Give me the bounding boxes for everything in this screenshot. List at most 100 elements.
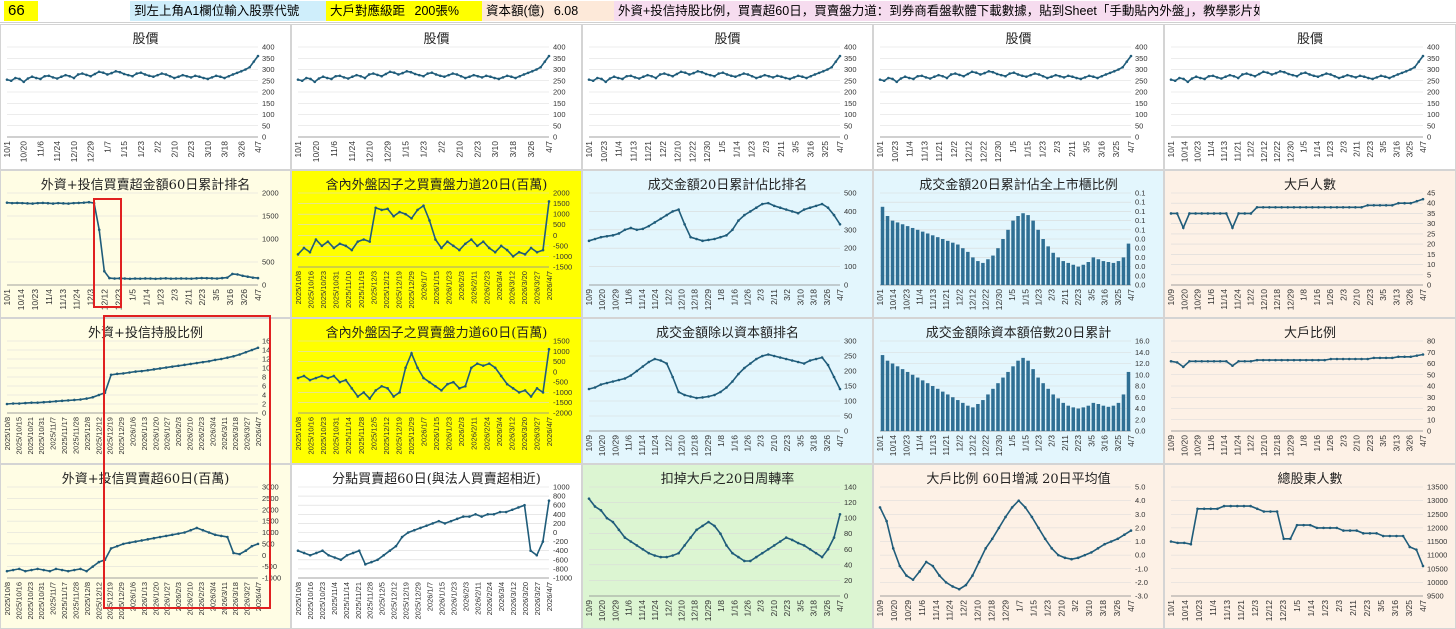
- data-point: [1182, 541, 1186, 545]
- data-point: [428, 380, 431, 384]
- x-tick-label: 2026/1/20: [151, 417, 160, 450]
- data-point: [830, 65, 833, 69]
- x-tick-label: 12/10: [1259, 435, 1269, 457]
- y-tick-label: 140: [844, 483, 857, 492]
- bar: [1021, 357, 1025, 431]
- data-point: [701, 396, 704, 399]
- data-point: [1243, 212, 1247, 215]
- data-point: [128, 277, 132, 281]
- x-tick-label: 10/29: [903, 600, 913, 622]
- data-point: [326, 240, 330, 243]
- data-point: [388, 549, 392, 552]
- data-point: [1207, 74, 1211, 78]
- data-point: [1083, 553, 1087, 557]
- stock-code-cell[interactable]: 66: [4, 1, 38, 21]
- data-point: [499, 244, 503, 248]
- bar: [1091, 257, 1096, 285]
- data-point: [332, 374, 336, 378]
- data-point: [878, 78, 882, 81]
- data-point: [505, 382, 509, 386]
- data-point: [67, 202, 70, 205]
- y-tick-label: 1500: [553, 199, 570, 208]
- data-point: [933, 75, 936, 78]
- data-point: [1390, 356, 1394, 360]
- data-point: [1220, 77, 1223, 80]
- x-tick-label: 10/20: [1179, 289, 1189, 311]
- data-point: [206, 77, 210, 81]
- x-tick-label: 12/2: [663, 600, 673, 617]
- data-point: [164, 534, 168, 538]
- chart-svg: 0.02.04.06.08.010.012.014.016.010/1 10/14…: [875, 337, 1150, 457]
- data-point: [357, 549, 361, 552]
- x-tick-label: 3/18: [220, 141, 230, 158]
- data-point: [1292, 358, 1296, 362]
- y-tick-label: 20: [1427, 240, 1435, 249]
- data-point: [179, 277, 183, 280]
- data-point: [350, 248, 354, 252]
- data-point: [547, 54, 551, 58]
- data-point: [608, 77, 612, 80]
- data-point: [231, 272, 234, 276]
- data-point: [346, 77, 350, 80]
- x-tick-label: 12/29: [703, 289, 713, 311]
- data-point: [398, 210, 401, 214]
- data-point: [1212, 212, 1216, 215]
- data-point: [296, 253, 300, 256]
- data-point: [226, 356, 229, 359]
- data-point: [458, 248, 461, 252]
- x-tick-label: 1/26: [743, 600, 753, 617]
- x-tick-label: 12/22: [978, 141, 988, 163]
- data-point: [325, 76, 329, 80]
- x-tick-label: 11/24: [72, 289, 82, 310]
- data-point: [449, 519, 453, 523]
- data-point: [1304, 206, 1308, 209]
- data-point: [320, 244, 324, 248]
- bar: [946, 394, 950, 431]
- data-point: [1421, 197, 1425, 201]
- x-tick-label: 11/21: [643, 141, 653, 162]
- data-point: [386, 387, 389, 390]
- x-tick-label: 10/20: [597, 600, 607, 622]
- data-point: [1100, 74, 1104, 78]
- x-tick-label: 12/10: [1259, 289, 1269, 311]
- data-point: [505, 248, 509, 252]
- data-point: [593, 237, 597, 241]
- data-point: [667, 73, 670, 77]
- data-point: [991, 70, 995, 74]
- bar: [900, 224, 905, 285]
- data-point: [599, 235, 603, 239]
- y-tick-label: 50: [844, 412, 852, 421]
- x-tick-label: 10/1: [1166, 600, 1176, 617]
- x-tick-label: 2/11: [776, 141, 786, 157]
- series-line: [6, 201, 259, 280]
- x-tick-label: 2025/10/16: [306, 582, 315, 620]
- x-tick-label: 2025/10/21: [26, 417, 35, 455]
- data-point: [629, 374, 633, 377]
- x-tick-label: 10/1: [875, 289, 885, 306]
- y-tick-label: 6.0: [1135, 393, 1145, 402]
- data-point: [493, 250, 497, 254]
- x-tick-label: 2/11: [1352, 141, 1362, 157]
- x-tick-label: 3/16: [1100, 289, 1110, 306]
- x-tick-label: 3/5: [211, 289, 221, 301]
- x-tick-label: 1/7: [102, 141, 112, 153]
- data-point: [1202, 507, 1206, 511]
- chart-title: 分點買賣超60日(與法人買賣超相近): [332, 472, 541, 487]
- x-tick-label: 10/9: [1166, 435, 1176, 452]
- y-tick-label: 50: [262, 121, 270, 130]
- data-point: [1169, 359, 1173, 363]
- x-tick-label: 2025/12/3: [369, 271, 378, 304]
- bar: [961, 248, 965, 285]
- data-point: [605, 234, 609, 238]
- y-tick-label: 50: [553, 121, 561, 130]
- y-tick-label: 80: [1427, 337, 1435, 346]
- data-point: [1096, 547, 1100, 550]
- data-point: [344, 378, 348, 382]
- data-point: [665, 555, 668, 559]
- data-point: [481, 364, 485, 367]
- y-tick-label: -1000: [262, 574, 281, 583]
- data-point: [24, 401, 27, 405]
- bar: [1096, 259, 1101, 285]
- data-point: [647, 551, 651, 555]
